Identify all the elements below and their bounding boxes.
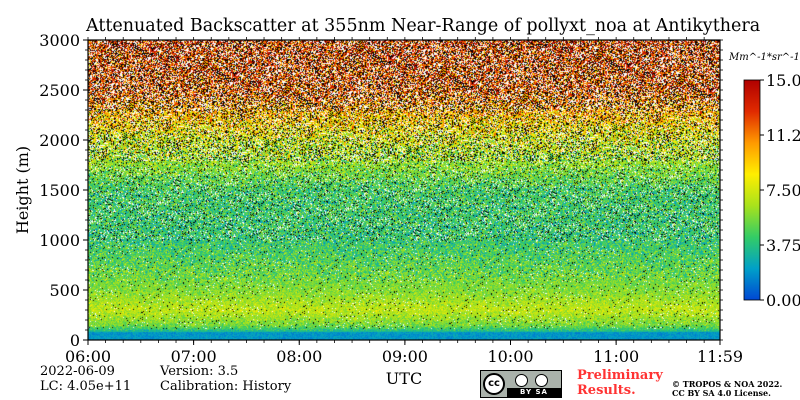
colorbar-tick-label: 11.25 (766, 126, 800, 145)
y-axis-label: Height (m) (13, 146, 32, 234)
colorbar-tick-label: 3.75 (766, 236, 800, 255)
footer-calibration: Calibration: History (160, 379, 292, 394)
cc-license-badge: cc BY SA (480, 370, 562, 398)
colorbar-tick-label: 0.00 (766, 291, 800, 310)
sa-icon (535, 374, 548, 387)
preliminary-line-1: Preliminary (577, 368, 663, 383)
footer-version: Version: 3.5 (160, 364, 239, 379)
y-tick-label: 3000 (39, 31, 80, 50)
x-tick-label: 09:00 (382, 347, 428, 366)
y-tick-label: 1500 (39, 181, 80, 200)
heatmap-image (88, 40, 720, 340)
footer-lidar-constant: LC: 4.05e+11 (40, 379, 132, 394)
colorbar-tick-label: 7.50 (766, 181, 800, 200)
colorbar-unit: Mm^-1*sr^-1 (728, 52, 800, 63)
colorbar-tick-label: 15.00 (766, 71, 800, 90)
y-tick-label: 500 (49, 281, 80, 300)
copyright-line-2: CC BY SA 4.0 License. (672, 388, 771, 398)
chart-title: Attenuated Backscatter at 355nm Near-Ran… (86, 16, 761, 36)
y-tick-label: 2000 (39, 131, 80, 150)
copyright-line-1: © TROPOS & NOA 2022. (672, 379, 783, 389)
x-tick-label: 07:00 (171, 347, 217, 366)
axes: 0 500 1000 1500 2000 2500 3000 06:00 07:00 08:00 0… (13, 31, 743, 388)
x-axis-label: UTC (386, 369, 422, 388)
footer-date: 2022-06-09 (40, 364, 115, 379)
cc-icon: cc (483, 373, 505, 395)
x-tick-label: 11:00 (593, 347, 639, 366)
preliminary-line-2: Results. (577, 383, 636, 398)
heatmap-plot-area (88, 40, 720, 340)
colorbar: 0.00 3.75 7.50 11.25 15.00 Mm^-1*sr^-1 (728, 52, 800, 310)
cc-license-text: BY SA (507, 388, 561, 397)
y-tick-label: 2500 (39, 81, 80, 100)
x-tick-label: 06:00 (65, 347, 111, 366)
y-tick-label: 0 (70, 331, 80, 350)
preliminary-notice: Preliminary Results. (577, 368, 663, 398)
x-tick-label: 08:00 (276, 347, 322, 366)
colorbar-gradient (743, 79, 761, 301)
copyright-notice: © TROPOS & NOA 2022. CC BY SA 4.0 Licens… (672, 380, 782, 398)
by-icon (515, 374, 528, 387)
x-tick-label: 10:00 (487, 347, 533, 366)
y-tick-label: 1000 (39, 231, 80, 250)
x-tick-label: 11:59 (697, 347, 743, 366)
